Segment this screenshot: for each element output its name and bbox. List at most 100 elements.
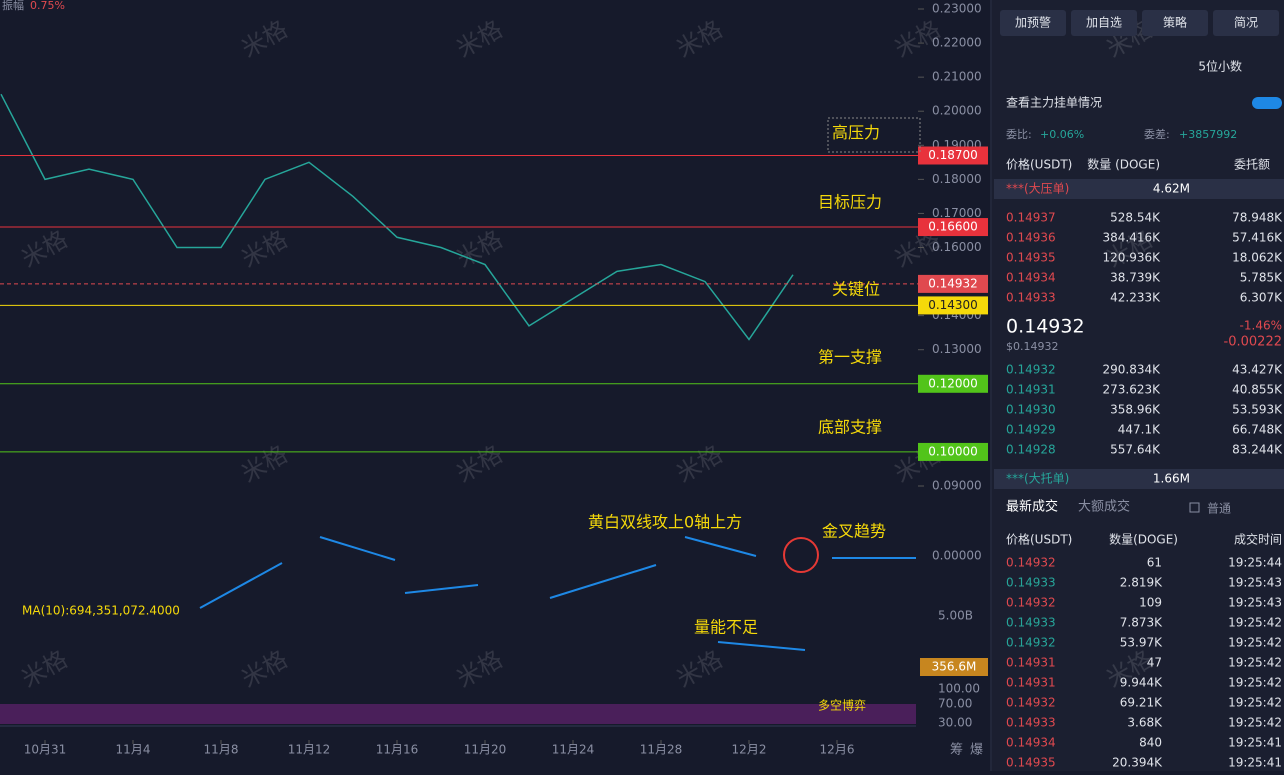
- corner: 筹: [950, 742, 963, 758]
- y-tick-label: 0.13000: [932, 342, 982, 356]
- amount: 53.593K: [1232, 403, 1283, 417]
- trade-qty: 3.68K: [1127, 716, 1163, 730]
- note-box: [827, 117, 921, 153]
- amount: 6.307K: [1240, 291, 1283, 305]
- trade-time: 19:25:42: [1228, 656, 1282, 670]
- label: 0.14932: [1006, 316, 1085, 338]
- button[interactable]: [1142, 10, 1208, 36]
- amount: 83.244K: [1232, 443, 1283, 457]
- amount: 5.785K: [1240, 271, 1283, 285]
- price: 0.14929: [1006, 423, 1056, 437]
- button-label: 策略: [1163, 15, 1187, 30]
- level-label: 0.12000: [928, 376, 978, 390]
- level-box: [918, 374, 988, 393]
- label: +0.06%: [1040, 128, 1084, 141]
- trade-qty: 47: [1147, 656, 1162, 670]
- x-tick-label: 11月28: [640, 743, 683, 757]
- toggle[interactable]: [1252, 97, 1282, 109]
- label: -0.00222: [1224, 335, 1282, 350]
- amount: 57.416K: [1232, 231, 1283, 245]
- level-label: 0.10000: [928, 444, 978, 458]
- level-box: [918, 296, 988, 315]
- qty: 358.96K: [1110, 403, 1161, 417]
- trade-time: 19:25:43: [1228, 576, 1282, 590]
- level-note: 底部支撑: [818, 417, 882, 436]
- trade-header: 成交时间: [1234, 532, 1282, 547]
- label: ***(大压单): [1006, 182, 1069, 196]
- y-tick-label: 0.16000: [932, 240, 982, 254]
- ma-label: MA(10):694,351,072.4000: [22, 604, 180, 618]
- book-header: 委托额: [1234, 158, 1270, 172]
- y-tick-label: 0.21000: [932, 70, 982, 84]
- label: 0.75%: [30, 0, 65, 12]
- button-label: 简况: [1234, 16, 1258, 30]
- price: 0.14930: [1006, 403, 1056, 417]
- trade-time: 19:25:41: [1228, 756, 1282, 770]
- x-tick-label: 11月12: [288, 743, 331, 757]
- button-label: 加自选: [1086, 16, 1122, 30]
- vol-box: [920, 658, 988, 676]
- price: 0.14932: [1006, 363, 1056, 377]
- qty: 447.1K: [1118, 423, 1161, 437]
- trade-time: 19:25:41: [1228, 736, 1282, 750]
- book-header: 数量 (DOGE): [1087, 157, 1160, 172]
- price: 0.14933: [1006, 291, 1056, 305]
- trade-time: 19:25:44: [1228, 556, 1282, 570]
- label: 1.66M: [1153, 472, 1190, 486]
- level-note: 关键位: [832, 279, 880, 298]
- trade-qty: 69.21K: [1120, 696, 1163, 710]
- checkbox[interactable]: [1189, 502, 1200, 513]
- trade-qty: 2.819K: [1120, 576, 1163, 590]
- level-label: 0.16600: [928, 220, 978, 234]
- trade-time: 19:25:42: [1228, 676, 1282, 690]
- label: 普通: [1207, 502, 1231, 516]
- y-tick-label: 0.22000: [932, 36, 982, 50]
- label: 5位小数: [1198, 59, 1242, 74]
- label: 查看主力挂单情况: [1006, 96, 1102, 110]
- trade-qty: 20.394K: [1112, 756, 1163, 770]
- button[interactable]: [1071, 10, 1137, 36]
- macd-note: 金叉趋势: [822, 522, 886, 541]
- vol-note: 量能不足: [694, 618, 758, 637]
- label: 5.00B: [938, 609, 973, 623]
- price: 0.14934: [1006, 271, 1056, 285]
- button-label: 加预警: [1015, 15, 1051, 30]
- amount: 18.062K: [1232, 251, 1283, 265]
- label: 356.6M: [932, 660, 977, 674]
- trade-time: 19:25:42: [1228, 636, 1282, 650]
- rsi-note: 多空博弈: [818, 698, 866, 713]
- amount: 78.948K: [1232, 211, 1283, 225]
- trade-price: 0.14935: [1006, 756, 1056, 770]
- trade-qty: 7.873K: [1120, 616, 1163, 630]
- button[interactable]: [1213, 10, 1279, 36]
- label: 70.00: [938, 697, 972, 711]
- x-tick-label: 11月24: [552, 743, 595, 757]
- label: ***(大托单): [1006, 472, 1069, 486]
- qty: 557.64K: [1110, 443, 1161, 457]
- label: 4.62M: [1153, 182, 1190, 196]
- level-label: 0.14932: [928, 276, 978, 290]
- level-box: [918, 146, 988, 165]
- trade-header: 价格(USDT): [1006, 532, 1072, 547]
- label: +3857992: [1179, 128, 1237, 141]
- label: 振幅: [2, 0, 24, 12]
- trade-price: 0.14933: [1006, 576, 1056, 590]
- price: 0.14937: [1006, 211, 1056, 225]
- label: 30.00: [938, 716, 972, 730]
- button[interactable]: [1000, 10, 1066, 36]
- big-ask-bar: [994, 179, 1284, 199]
- trade-header: 数量(DOGE): [1109, 532, 1178, 547]
- trade-price: 0.14932: [1006, 556, 1056, 570]
- label: $0.14932: [1006, 340, 1059, 353]
- level-box: [918, 274, 988, 293]
- trade-qty: 9.944K: [1120, 676, 1163, 690]
- level-note: 高压力: [832, 123, 880, 142]
- qty: 273.623K: [1103, 383, 1162, 397]
- qty: 290.834K: [1103, 363, 1162, 377]
- arrows: [199, 536, 916, 651]
- x-tick-label: 12月2: [732, 743, 767, 757]
- trade-qty: 109: [1139, 596, 1162, 610]
- chart-bg: [0, 0, 990, 771]
